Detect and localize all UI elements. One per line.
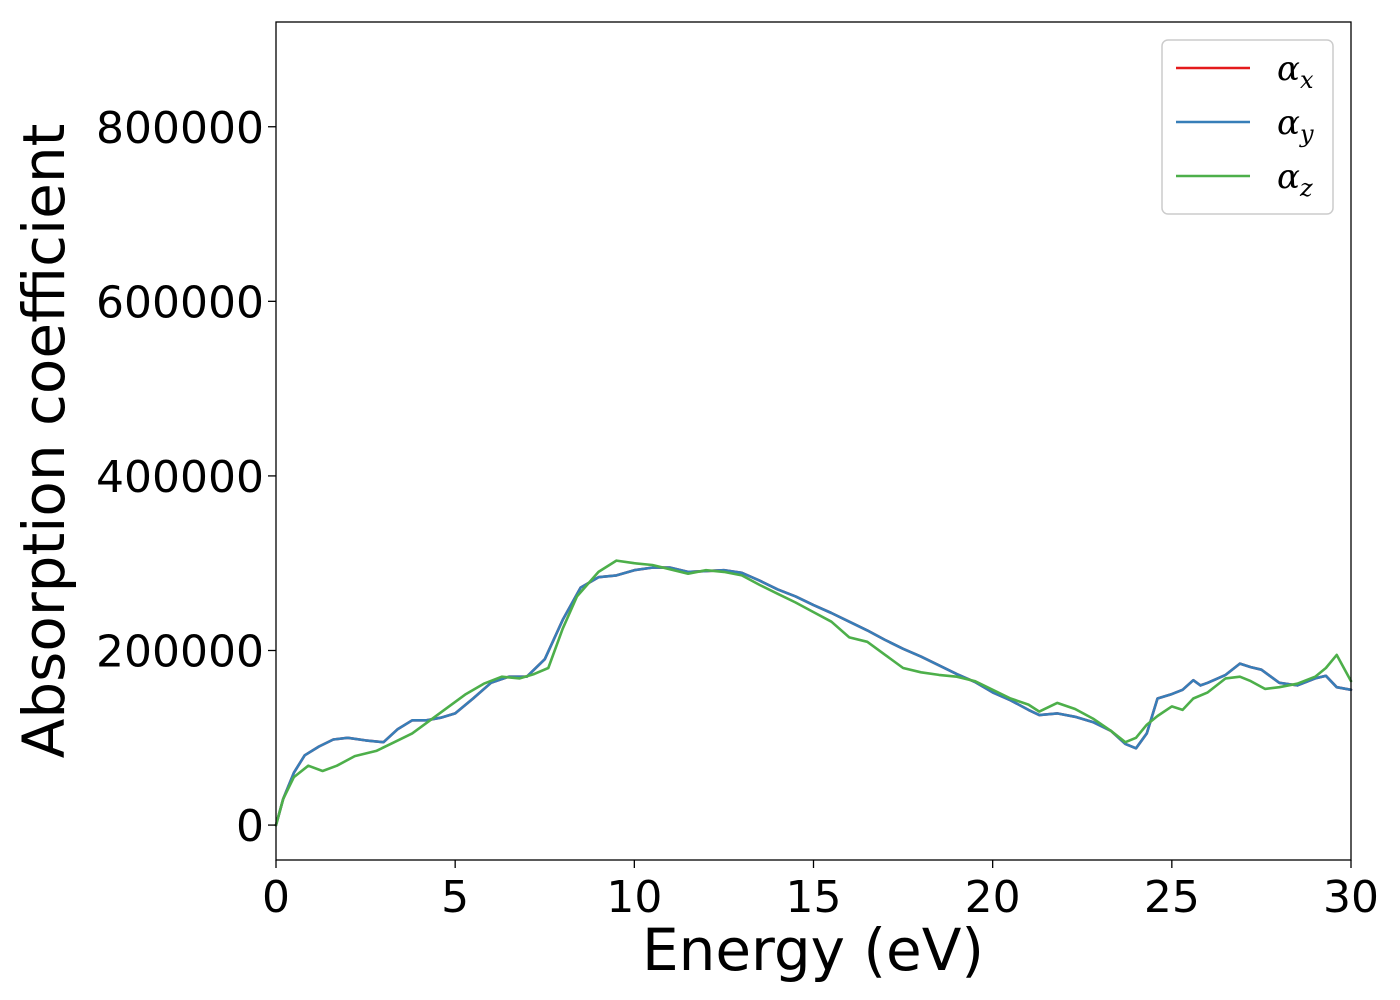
y-axis-label: Absorption coefficient — [10, 124, 78, 759]
x-axis-ticks: 0 5 10 15 20 25 30 — [262, 860, 1379, 923]
legend-subscript: y — [1299, 120, 1314, 148]
x-tick-label: 30 — [1323, 872, 1379, 923]
legend-label-z: αz — [1277, 157, 1313, 202]
x-tick-label: 0 — [262, 872, 290, 923]
legend-label-x: αx — [1277, 49, 1314, 94]
y-tick-label: 600000 — [96, 277, 264, 328]
legend-label-y: αy — [1277, 103, 1314, 148]
series-line-z — [274, 559, 1353, 827]
legend-symbol: α — [1277, 157, 1300, 197]
x-tick-label: 25 — [1144, 872, 1200, 923]
x-tick-label: 5 — [441, 872, 469, 923]
legend-subscript: x — [1300, 66, 1314, 94]
series-layer — [274, 559, 1353, 827]
y-tick-label: 0 — [236, 801, 264, 852]
x-tick-label: 10 — [606, 872, 662, 923]
legend-symbol: α — [1277, 49, 1300, 89]
y-tick-label: 800000 — [96, 103, 264, 154]
legend-symbol: α — [1277, 103, 1300, 143]
y-tick-label: 400000 — [96, 452, 264, 503]
y-axis-ticks: 0 200000 400000 600000 800000 — [96, 103, 276, 852]
x-tick-label: 15 — [786, 872, 842, 923]
legend-subscript: z — [1299, 174, 1313, 202]
y-tick-label: 200000 — [96, 627, 264, 678]
x-tick-label: 20 — [965, 872, 1021, 923]
series-line-y — [274, 566, 1353, 827]
x-axis-label: Energy (eV) — [642, 916, 984, 984]
legend-box — [1161, 39, 1334, 215]
